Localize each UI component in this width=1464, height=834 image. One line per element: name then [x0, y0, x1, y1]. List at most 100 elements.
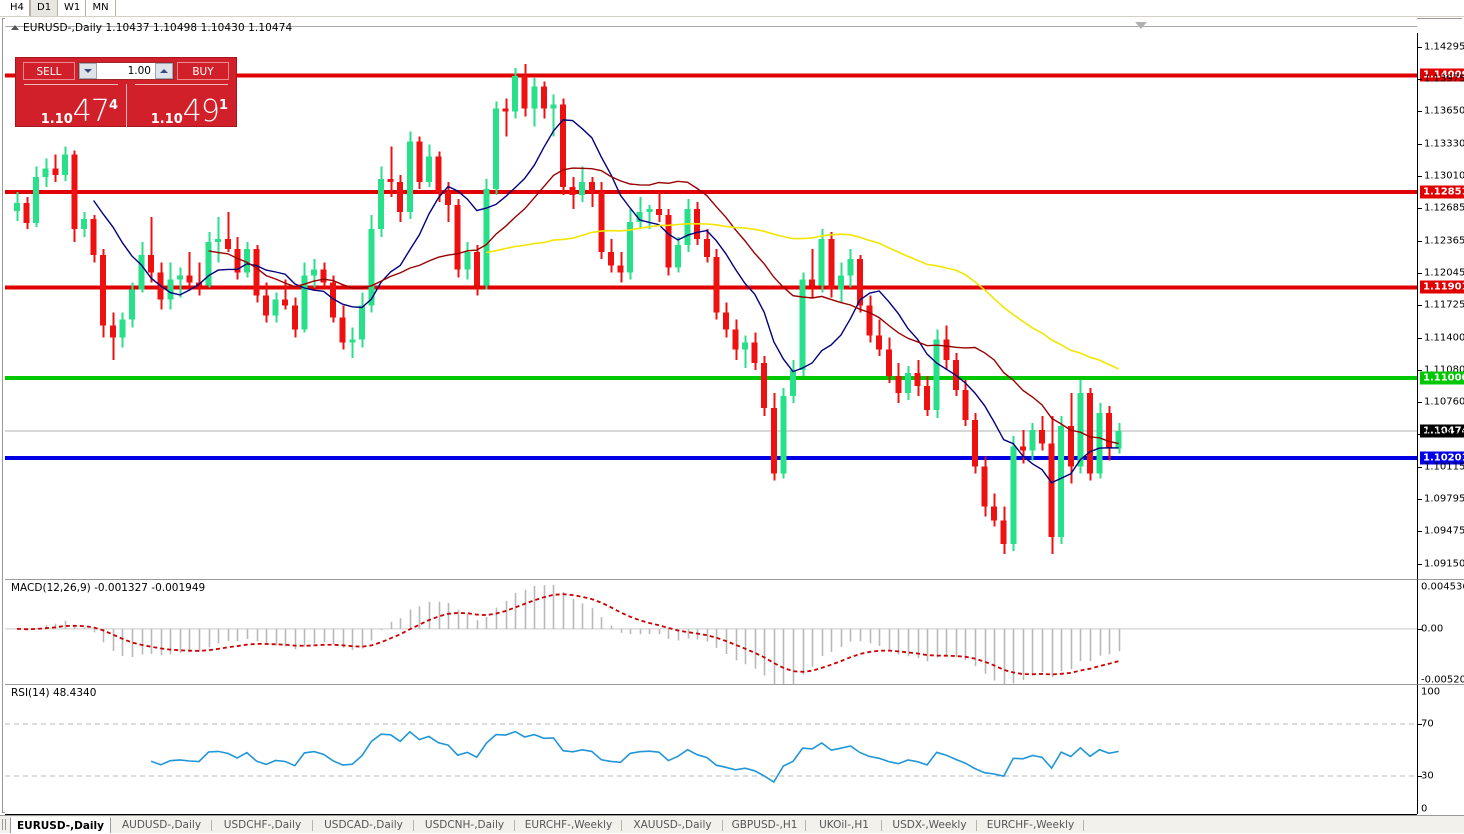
buy-price-box[interactable]: 1.10491 [126, 84, 236, 129]
buy-price-prefix: 1.10 [150, 112, 183, 127]
price-scale-label: 1.11725 [1424, 299, 1464, 311]
scale-tick [1418, 240, 1422, 242]
rsi-plot-area[interactable] [5, 685, 1417, 814]
price-scale-label: 1.12365 [1424, 235, 1464, 247]
scale-tick [1418, 531, 1422, 533]
timeframe-button-d1[interactable]: D1 [30, 0, 58, 16]
tab-separator [881, 820, 882, 831]
rsi-scale-label: 70 [1421, 718, 1434, 730]
divider [24, 84, 118, 85]
scale-tick [1418, 143, 1422, 145]
chart-window: EURUSD-,Daily 1.10437 1.10498 1.10430 1.… [2, 18, 1464, 831]
chevron-down-icon [1135, 22, 1147, 29]
tab-grip[interactable] [0, 816, 8, 833]
price-scale-label: 1.13010 [1424, 170, 1464, 182]
sell-button[interactable]: SELL [23, 62, 75, 80]
chart-tab-label: XAUUSD-,Daily [633, 819, 712, 831]
scale-tick [1418, 563, 1422, 565]
price-scale-label: 1.13975 [1424, 73, 1464, 85]
price-scale-label: 1.09475 [1424, 525, 1464, 537]
scale-tick [1418, 466, 1422, 468]
price-scale-label: 1.09150 [1424, 558, 1464, 570]
chart-tab-usdchf-daily[interactable]: USDCHF-,Daily [212, 817, 313, 833]
buy-button[interactable]: BUY [177, 62, 229, 80]
sell-price-box[interactable]: 1.10474 [16, 84, 126, 129]
price-scale-label: 1.11400 [1424, 332, 1464, 344]
price-level-label-red: 1.12851 [1420, 185, 1464, 199]
tab-separator [805, 820, 806, 831]
chart-tab-label: EURUSD-,Daily [17, 820, 104, 832]
volume-decrease-button[interactable] [79, 63, 97, 79]
chart-tab-ukoil-h1[interactable]: UKOil-,H1 [806, 817, 882, 833]
price-scale[interactable]: 1.14295 1.14009 1.13975 1.13650 1.13330 1.130… [1417, 33, 1464, 579]
tab-separator [211, 820, 212, 831]
chart-tab-bar: EURUSD-,Daily AUDUSD-,Daily USDCHF-,Daily U… [0, 815, 1464, 833]
scale-tick [1418, 46, 1422, 48]
chart-tab-usdcnh-daily[interactable]: USDCNH-,Daily [414, 817, 515, 833]
tab-separator [514, 820, 515, 831]
chart-tab-label: EURCHF-,Weekly [524, 819, 613, 831]
rsi-label: RSI(14) 48.4340 [11, 687, 97, 699]
chart-tab-label: USDCAD-,Daily [324, 819, 403, 831]
chart-title-bar: EURUSD-,Daily 1.10437 1.10498 1.10430 1.… [11, 22, 292, 34]
scale-tick [1418, 499, 1422, 501]
macd-scale[interactable]: 0.004536 0.00 -0.005205 [1417, 579, 1464, 686]
volume-increase-button[interactable] [155, 63, 173, 79]
price-level-label-black: 1.10474 [1420, 424, 1464, 438]
scale-tick [1418, 111, 1422, 113]
chart-tab-eurchf-weekly[interactable]: EURCHF-,Weekly [515, 817, 622, 833]
scale-tick [1418, 724, 1422, 725]
chart-tab-eurchf-weekly[interactable]: EURCHF-,Weekly [977, 817, 1084, 833]
macd-scale-label: 0.004536 [1421, 581, 1464, 593]
timeframe-toolbar: H4 D1 W1 MN [0, 0, 1464, 17]
chart-horizontal-scrollbar[interactable] [5, 18, 1417, 29]
scale-tick [1418, 304, 1422, 306]
tab-separator [413, 820, 414, 831]
timeframe-button-h4[interactable]: H4 [4, 0, 30, 16]
rsi-scale-label: 30 [1421, 770, 1434, 782]
timeframe-button-mn[interactable]: MN [86, 0, 116, 16]
price-scale-label: 1.12685 [1424, 202, 1464, 214]
chart-tab-xauusd-daily[interactable]: XAUUSD-,Daily [622, 817, 723, 833]
macd-plot-area[interactable] [5, 580, 1417, 684]
volume-value[interactable]: 1.00 [127, 65, 151, 77]
divider [135, 84, 228, 85]
chart-tab-label: EURCHF-,Weekly [986, 819, 1075, 831]
price-pane [5, 33, 1417, 579]
macd-scale-label: -0.005205 [1421, 674, 1464, 686]
one-click-trading-panel: SELL 1.00 BUY 1.10474 [15, 57, 237, 129]
price-level-label-red: 1.11901 [1420, 280, 1464, 294]
chart-tab-usdcad-daily[interactable]: USDCAD-,Daily [313, 817, 414, 833]
macd-scale-label: 0.00 [1421, 623, 1444, 635]
price-level-label-red: 1.14009 [1420, 68, 1464, 82]
price-plot-area[interactable] [5, 33, 1417, 579]
buy-price-main: 49 [182, 94, 220, 129]
rsi-scale[interactable]: 100 70 30 0 [1417, 684, 1464, 815]
tab-separator [722, 820, 723, 831]
price-scale-label: 1.13330 [1424, 138, 1464, 150]
chart-tab-usdx-weekly[interactable]: USDX-,Weekly [882, 817, 977, 833]
chart-tab-label: UKOil-,H1 [819, 819, 869, 831]
price-scale-label: 1.10440 [1424, 428, 1464, 440]
rsi-scale-label: 100 [1421, 686, 1441, 698]
chart-tab-audusd-daily[interactable]: AUDUSD-,Daily [111, 817, 212, 833]
triangle-up-icon [11, 25, 19, 30]
chart-tab-gbpusd-h1[interactable]: GBPUSD-,H1 [723, 817, 806, 833]
sell-price-prefix: 1.10 [40, 112, 73, 127]
chart-tab-label: USDCHF-,Daily [223, 819, 302, 831]
timeframe-button-w1[interactable]: W1 [58, 0, 86, 16]
scale-tick [1418, 175, 1422, 177]
scale-tick [1418, 369, 1422, 371]
price-scale-label: 1.09795 [1424, 493, 1464, 505]
macd-pane: MACD(12,26,9) -0.001327 -0.001949 [5, 579, 1417, 684]
scale-tick [1418, 402, 1422, 404]
chart-title-text: EURUSD-,Daily 1.10437 1.10498 1.10430 1.… [23, 22, 293, 34]
tab-separator [312, 820, 313, 831]
chart-tab-label: USDX-,Weekly [892, 819, 967, 831]
chart-tab-label: USDCNH-,Daily [424, 819, 505, 831]
scale-tick [1418, 78, 1422, 80]
chart-tab-eurusd-daily[interactable]: EURUSD-,Daily [10, 817, 111, 833]
price-level-label-blue: 1.10201 [1420, 451, 1464, 465]
macd-label: MACD(12,26,9) -0.001327 -0.001949 [11, 582, 206, 594]
volume-stepper[interactable]: 1.00 [78, 62, 174, 80]
